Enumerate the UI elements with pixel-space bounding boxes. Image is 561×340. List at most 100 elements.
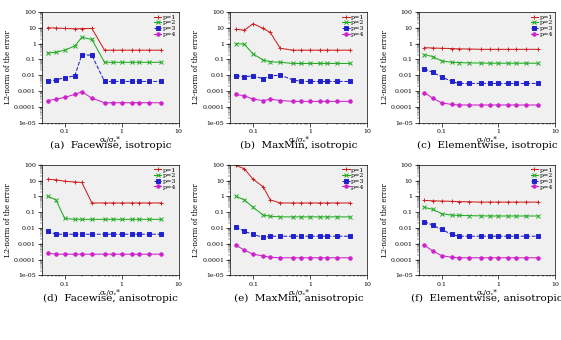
- Line: p=3: p=3: [422, 67, 540, 85]
- p=3: [145, 80, 152, 84]
- p=1: [298, 201, 305, 205]
- p=1: [307, 48, 314, 52]
- p=3: [44, 230, 51, 234]
- p=2: [289, 215, 296, 219]
- p=4: [505, 103, 512, 107]
- p=2: [135, 60, 142, 64]
- p=2: [241, 42, 247, 46]
- p=1: [128, 48, 135, 52]
- p=1: [334, 48, 341, 52]
- p=4: [241, 94, 247, 98]
- p=2: [347, 62, 353, 66]
- Legend: p=1, p=2, p=3, p=4: p=1, p=2, p=3, p=4: [341, 13, 366, 38]
- p=4: [456, 256, 462, 260]
- p=4: [456, 103, 462, 107]
- p=4: [289, 99, 296, 103]
- p=4: [135, 101, 142, 105]
- p=4: [109, 252, 116, 256]
- p=2: [438, 59, 445, 63]
- Y-axis label: L2-norm of the error: L2-norm of the error: [192, 30, 200, 104]
- p=1: [522, 200, 529, 204]
- p=3: [421, 67, 427, 71]
- p=2: [267, 214, 274, 218]
- p=1: [250, 177, 256, 181]
- p=1: [438, 199, 445, 203]
- Line: p=3: p=3: [234, 73, 352, 83]
- p=1: [89, 27, 95, 31]
- p=2: [512, 214, 519, 218]
- p=1: [61, 27, 68, 31]
- p=2: [317, 62, 324, 66]
- p=4: [71, 92, 78, 97]
- Legend: p=1, p=2, p=3, p=4: p=1, p=2, p=3, p=4: [530, 13, 554, 38]
- p=1: [267, 198, 274, 202]
- p=1: [448, 199, 455, 203]
- p=2: [79, 217, 85, 221]
- p=1: [448, 47, 455, 51]
- p=4: [486, 256, 493, 260]
- p=1: [277, 46, 284, 50]
- p=3: [158, 80, 165, 84]
- p=3: [135, 232, 142, 236]
- p=2: [145, 217, 152, 221]
- p=4: [289, 256, 296, 260]
- p=3: [456, 81, 462, 85]
- p=3: [79, 232, 85, 236]
- p=2: [118, 217, 125, 221]
- p=1: [307, 201, 314, 205]
- p=4: [334, 99, 341, 103]
- p=3: [71, 74, 78, 78]
- p=2: [118, 60, 125, 64]
- p=3: [250, 74, 256, 78]
- p=2: [334, 215, 341, 219]
- p=3: [307, 80, 314, 84]
- Legend: p=1, p=2, p=3, p=4: p=1, p=2, p=3, p=4: [341, 166, 366, 191]
- Text: (a)  Facewise, isotropic: (a) Facewise, isotropic: [49, 141, 171, 150]
- X-axis label: σₑ/σₑ*: σₑ/σₑ*: [477, 136, 498, 144]
- p=1: [535, 200, 541, 204]
- p=4: [324, 256, 330, 260]
- p=2: [307, 215, 314, 219]
- p=1: [233, 27, 240, 31]
- p=4: [118, 101, 125, 105]
- p=3: [89, 53, 95, 57]
- Legend: p=1, p=2, p=3, p=4: p=1, p=2, p=3, p=4: [153, 166, 177, 191]
- p=3: [421, 220, 427, 224]
- p=2: [250, 52, 256, 56]
- p=4: [128, 101, 135, 105]
- Line: p=4: p=4: [234, 243, 352, 259]
- p=2: [465, 61, 472, 65]
- p=3: [429, 223, 436, 227]
- p=3: [486, 234, 493, 238]
- p=2: [109, 60, 116, 64]
- Text: (b)  MaxMin, isotropic: (b) MaxMin, isotropic: [240, 141, 357, 150]
- p=4: [277, 99, 284, 103]
- X-axis label: σₑ/σₑ*: σₑ/σₑ*: [288, 289, 309, 297]
- p=1: [298, 48, 305, 52]
- Y-axis label: L2-norm of the error: L2-norm of the error: [380, 30, 389, 104]
- p=1: [118, 201, 125, 205]
- p=2: [465, 214, 472, 218]
- p=4: [535, 256, 541, 260]
- p=4: [233, 92, 240, 97]
- p=1: [71, 180, 78, 184]
- Text: (d)  Facewise, anisotropic: (d) Facewise, anisotropic: [43, 294, 178, 303]
- Line: p=2: p=2: [422, 53, 540, 65]
- p=4: [267, 255, 274, 259]
- p=4: [448, 255, 455, 259]
- p=1: [44, 177, 51, 181]
- p=2: [522, 61, 529, 65]
- p=2: [505, 61, 512, 65]
- Line: p=3: p=3: [422, 220, 540, 238]
- p=4: [347, 256, 353, 260]
- p=3: [535, 234, 541, 238]
- p=1: [260, 185, 266, 189]
- p=3: [317, 234, 324, 238]
- p=4: [522, 103, 529, 107]
- p=1: [421, 198, 427, 202]
- p=1: [429, 199, 436, 203]
- Line: p=1: p=1: [46, 26, 163, 52]
- Y-axis label: L2-norm of the error: L2-norm of the error: [4, 183, 12, 257]
- Line: p=2: p=2: [234, 194, 352, 219]
- p=3: [118, 232, 125, 236]
